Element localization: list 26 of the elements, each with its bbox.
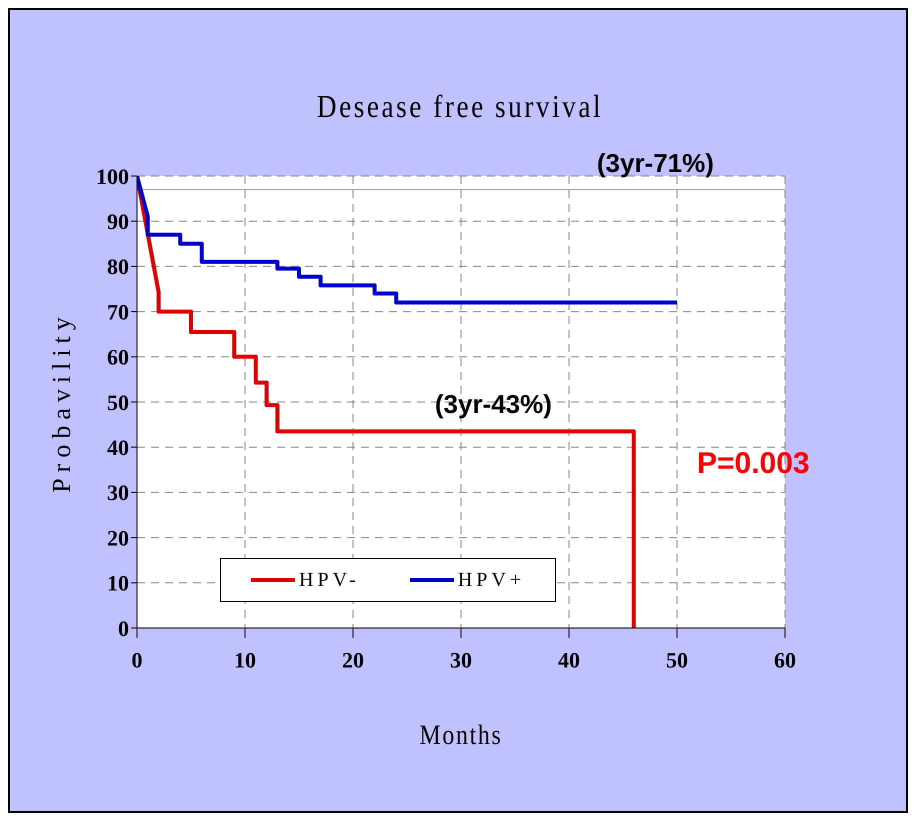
x-tick-label: 40: [558, 648, 580, 673]
x-tick-label: 20: [342, 648, 364, 673]
annotation: P=0.003: [697, 447, 810, 482]
legend-label: HPV-: [299, 568, 360, 592]
y-tick-label: 20: [107, 525, 129, 550]
y-tick-label: 40: [107, 435, 129, 460]
legend-label: HPV+: [458, 568, 526, 592]
annotation: (3yr-43%): [434, 389, 552, 420]
y-tick-label: 90: [107, 209, 129, 234]
chart-title: Desease free survival: [316, 88, 604, 125]
y-tick-label: 80: [107, 254, 129, 280]
line-series: [137, 176, 679, 305]
y-tick-label: 0: [118, 616, 129, 641]
x-axis-title: Months: [418, 720, 504, 752]
x-tick-label: 30: [450, 648, 472, 673]
y-tick-label: 50: [107, 390, 129, 415]
annotation: (3yr-71%): [596, 148, 714, 179]
x-tick-label: 60: [774, 648, 796, 673]
y-tick-label: 60: [107, 344, 129, 370]
y-axis-title: Probavility: [47, 311, 77, 493]
x-tick-label: 50: [666, 648, 688, 673]
y-tick-label: 70: [107, 299, 129, 324]
y-tick-label: 30: [107, 480, 129, 506]
y-tick-label: 100: [96, 164, 129, 189]
x-tick-label: 10: [234, 648, 256, 673]
y-tick-label: 10: [107, 570, 129, 596]
